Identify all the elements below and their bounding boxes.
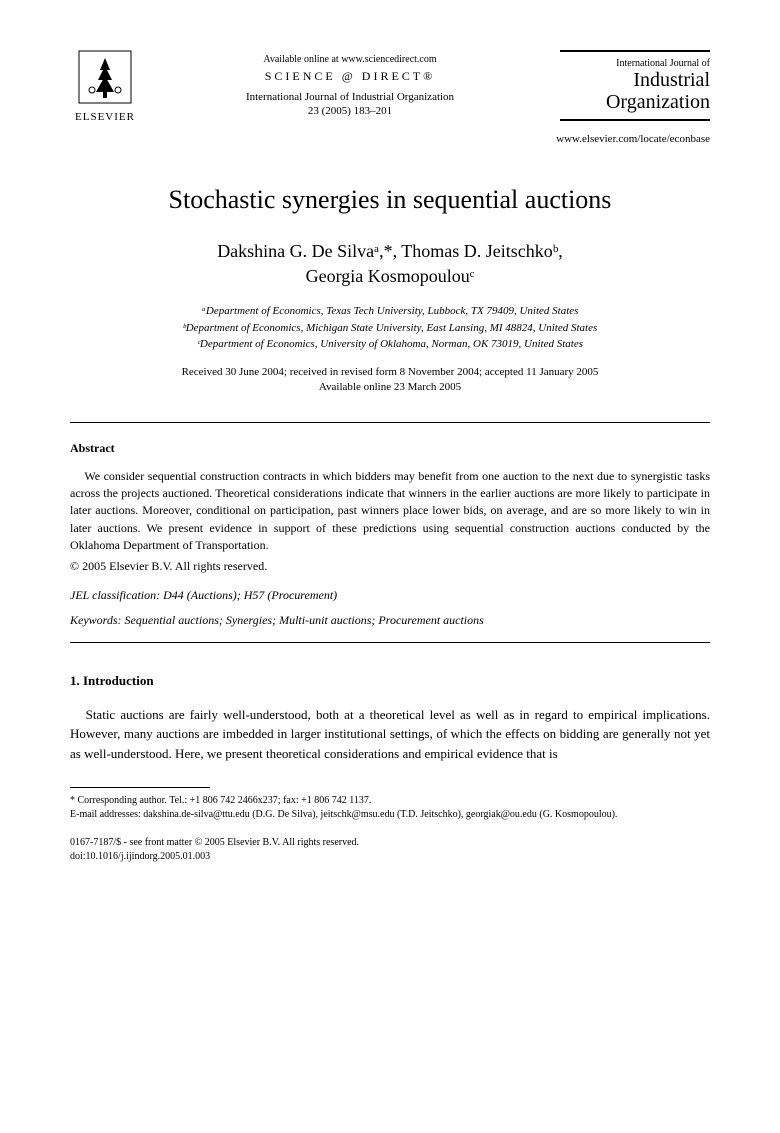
- affiliations: ᵃDepartment of Economics, Texas Tech Uni…: [70, 303, 710, 353]
- footnote-block: * Corresponding author. Tel.: +1 806 742…: [70, 794, 710, 822]
- dates-line2: Available online 23 March 2005: [319, 381, 461, 393]
- abstract-text: We consider sequential construction cont…: [70, 468, 710, 555]
- divider-top: [70, 422, 710, 423]
- intro-heading: 1. Introduction: [70, 673, 710, 689]
- jel-classification: JEL classification: D44 (Auctions); H57 …: [70, 588, 710, 603]
- elsevier-tree-icon: [70, 50, 140, 111]
- footer-meta: 0167-7187/$ - see front matter © 2005 El…: [70, 836, 710, 864]
- journal-small-line: International Journal of: [560, 58, 710, 69]
- journal-large-line1: Industrial: [560, 69, 710, 91]
- header-center: Available online at www.sciencedirect.co…: [140, 50, 560, 119]
- footnote-rule: [70, 787, 210, 788]
- paper-page: { "header": { "publisher_name": "ELSEVIE…: [0, 0, 780, 1133]
- authors: Dakshina G. De Silvaᵃ,*, Thomas D. Jeits…: [70, 239, 710, 289]
- header-row: ELSEVIER Available online at www.science…: [70, 50, 710, 123]
- corresponding-author: * Corresponding author. Tel.: +1 806 742…: [70, 794, 710, 808]
- locate-url: www.elsevier.com/locate/econbase: [70, 133, 710, 145]
- keywords: Keywords: Sequential auctions; Synergies…: [70, 613, 710, 628]
- available-online-line: Available online at www.sciencedirect.co…: [140, 54, 560, 65]
- elsevier-logo: ELSEVIER: [70, 50, 140, 123]
- abstract-copyright: © 2005 Elsevier B.V. All rights reserved…: [70, 559, 710, 574]
- affiliation-a: ᵃDepartment of Economics, Texas Tech Uni…: [70, 303, 710, 320]
- authors-line1: Dakshina G. De Silvaᵃ,*, Thomas D. Jeits…: [217, 241, 563, 261]
- footer-line1: 0167-7187/$ - see front matter © 2005 El…: [70, 836, 710, 850]
- divider-bottom: [70, 642, 710, 643]
- authors-line2: Georgia Kosmopoulouᶜ: [306, 266, 475, 286]
- elsevier-name: ELSEVIER: [70, 111, 140, 123]
- sciencedirect-logo: SCIENCE @ DIRECT®: [140, 69, 560, 84]
- footer-doi: doi:10.1016/j.ijindorg.2005.01.003: [70, 850, 710, 864]
- paper-title: Stochastic synergies in sequential aucti…: [70, 185, 710, 215]
- dates: Received 30 June 2004; received in revis…: [70, 365, 710, 396]
- email-addresses: E-mail addresses: dakshina.de-silva@ttu.…: [70, 808, 710, 822]
- journal-ref-line1: International Journal of Industrial Orga…: [246, 91, 454, 103]
- journal-title-box: International Journal of Industrial Orga…: [560, 50, 710, 121]
- intro-text: Static auctions are fairly well-understo…: [70, 705, 710, 764]
- journal-large-line2: Organization: [560, 91, 710, 113]
- journal-ref: International Journal of Industrial Orga…: [140, 90, 560, 119]
- abstract-heading: Abstract: [70, 441, 710, 456]
- affiliation-b: ᵇDepartment of Economics, Michigan State…: [70, 320, 710, 337]
- dates-line1: Received 30 June 2004; received in revis…: [182, 366, 599, 378]
- affiliation-c: ᶜDepartment of Economics, University of …: [70, 336, 710, 353]
- journal-ref-line2: 23 (2005) 183–201: [308, 105, 392, 117]
